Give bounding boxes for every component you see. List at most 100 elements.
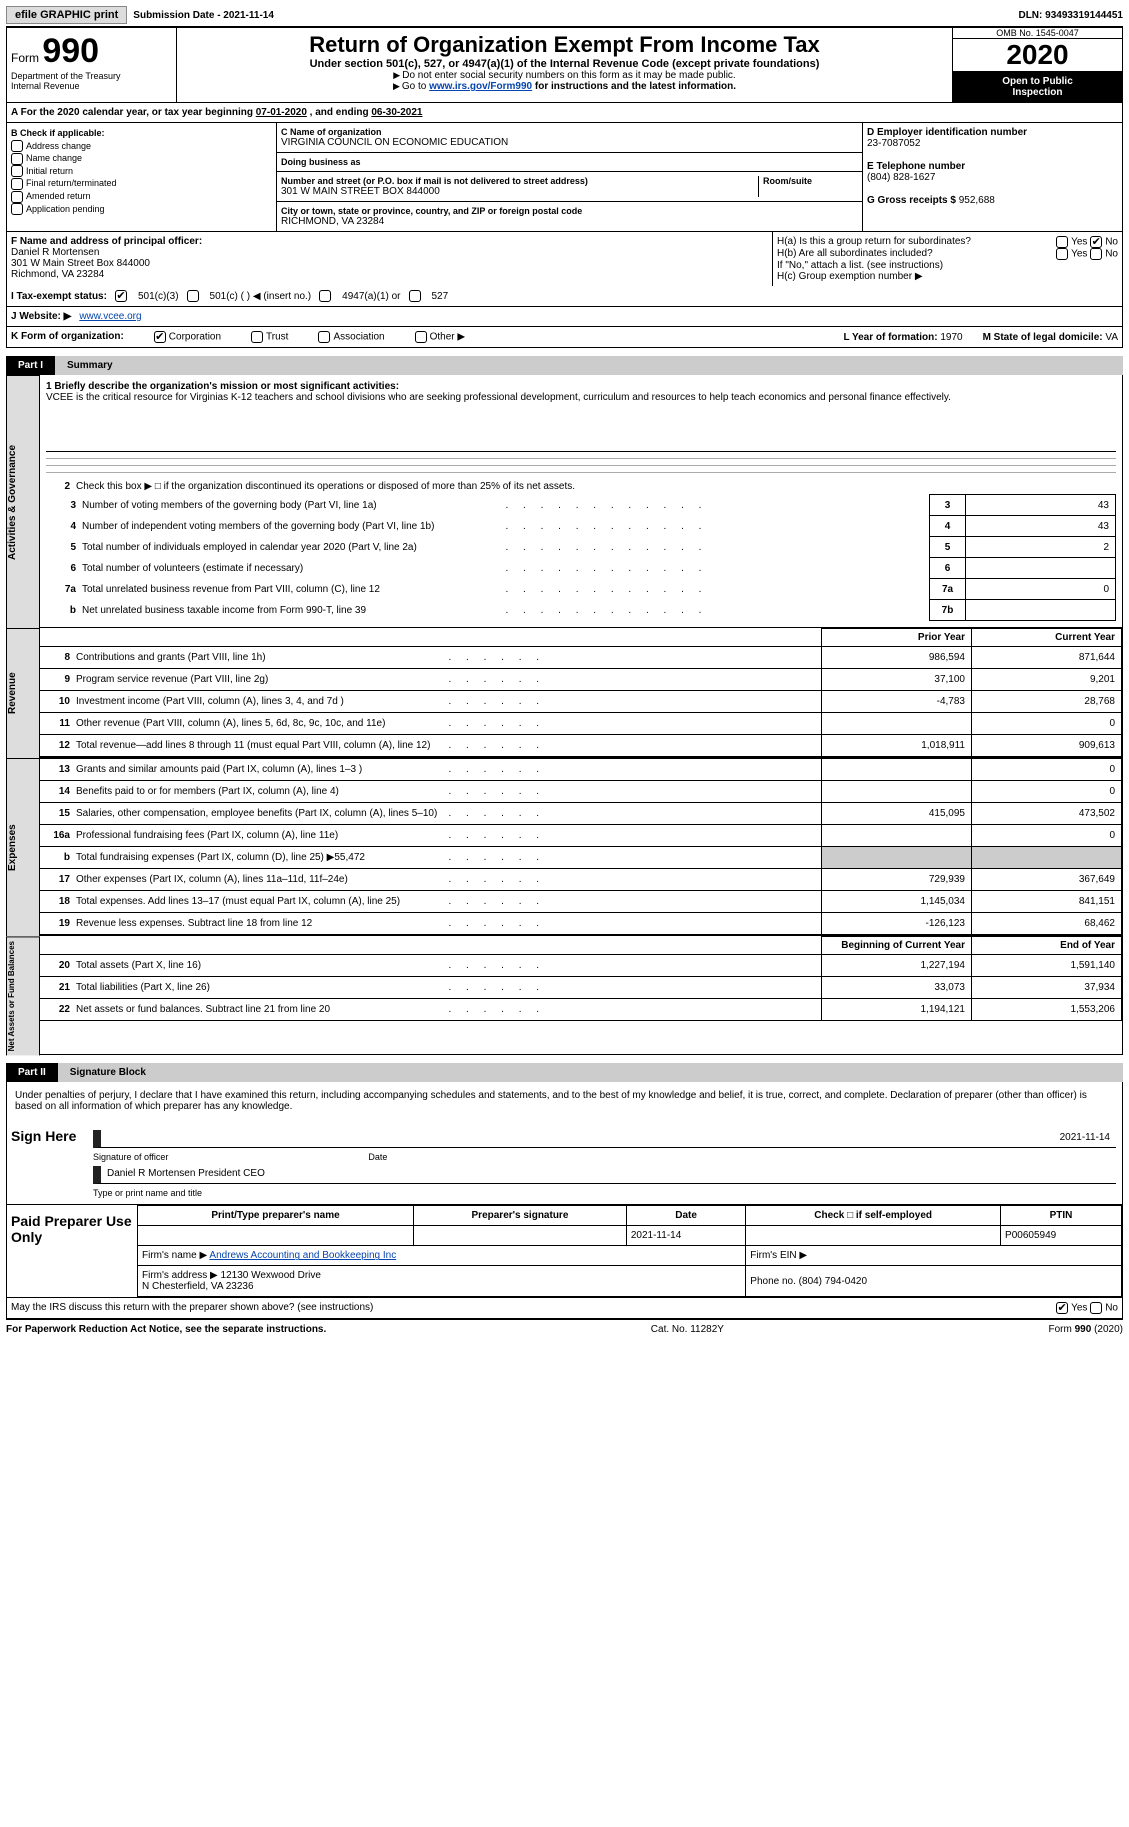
chk-other[interactable] [415, 331, 427, 343]
part1-title: Summary [55, 356, 1123, 375]
lbl-initial-return: Initial return [26, 166, 73, 176]
l-val: 1970 [940, 332, 962, 343]
discuss-no[interactable] [1090, 1302, 1102, 1314]
chk-corp[interactable] [154, 331, 166, 343]
sec-expenses: Expenses [6, 758, 40, 936]
lbl-trust: Trust [266, 332, 288, 343]
sec-revenue: Revenue [6, 628, 40, 758]
officer-print-lbl: Type or print name and title [93, 1188, 1116, 1198]
gross-receipts: 952,688 [959, 195, 995, 206]
hb-note: If "No," attach a list. (see instruction… [777, 260, 1118, 271]
j-label: J Website: ▶ [11, 311, 71, 322]
gov-row: 4Number of independent voting members of… [46, 516, 1116, 537]
pra-notice: For Paperwork Reduction Act Notice, see … [6, 1324, 326, 1335]
fin-row: 21Total liabilities (Part X, line 26). .… [40, 977, 1122, 999]
fin-row: 13Grants and similar amounts paid (Part … [40, 759, 1122, 781]
q1-label: 1 Briefly describe the organization's mi… [46, 381, 1116, 392]
prep-v3 [746, 1226, 1001, 1246]
ein: 23-7087052 [867, 138, 1118, 149]
firm-addr2: N Chesterfield, VA 23236 [142, 1281, 254, 1292]
period-begin: 07-01-2020 [256, 107, 307, 118]
fin-row: 9Program service revenue (Part VIII, lin… [40, 669, 1122, 691]
firm-addr-lbl: Firm's address ▶ [142, 1270, 218, 1281]
gov-row: 6Total number of volunteers (estimate if… [46, 558, 1116, 579]
addr-label: Number and street (or P.O. box if mail i… [281, 176, 758, 186]
chk-assoc[interactable] [318, 331, 330, 343]
d-label: D Employer identification number [867, 127, 1118, 138]
lbl-amended: Amended return [26, 191, 91, 201]
fin-row: 8Contributions and grants (Part VIII, li… [40, 647, 1122, 669]
fin-row: 22Net assets or fund balances. Subtract … [40, 999, 1122, 1021]
open-public-1: Open to Public [957, 76, 1118, 87]
hb-yes[interactable] [1056, 248, 1068, 260]
chk-initial-return[interactable] [11, 165, 23, 177]
prep-h2: Date [626, 1206, 745, 1226]
ha-label: H(a) Is this a group return for subordin… [777, 236, 971, 248]
sec-governance: Activities & Governance [6, 375, 40, 628]
fin-row: 20Total assets (Part X, line 16). . . . … [40, 955, 1122, 977]
chk-final-return[interactable] [11, 178, 23, 190]
lbl-app-pending: Application pending [26, 204, 105, 214]
form-number: 990 [42, 32, 99, 70]
prep-h3: Check □ if self-employed [746, 1206, 1001, 1226]
firm-name[interactable]: Andrews Accounting and Bookkeeping Inc [209, 1250, 396, 1261]
prep-v2: 2021-11-14 [626, 1226, 745, 1246]
lbl-address-change: Address change [26, 141, 91, 151]
prep-v0 [138, 1226, 414, 1246]
cat-no: Cat. No. 11282Y [651, 1324, 724, 1335]
officer-addr2: Richmond, VA 23284 [11, 269, 768, 280]
form-title: Return of Organization Exempt From Incom… [181, 32, 948, 58]
lbl-other: Other ▶ [430, 332, 465, 343]
discuss-no-lbl: No [1105, 1303, 1118, 1314]
k-label: K Form of organization: [11, 331, 124, 343]
ha-no[interactable] [1090, 236, 1102, 248]
chk-address-change[interactable] [11, 140, 23, 152]
ha-yes[interactable] [1056, 236, 1068, 248]
omb-number: OMB No. 1545-0047 [953, 28, 1122, 39]
fin-row: 11Other revenue (Part VIII, column (A), … [40, 713, 1122, 735]
website-link[interactable]: www.vcee.org [79, 311, 141, 322]
chk-amended[interactable] [11, 191, 23, 203]
period-end: 06-30-2021 [371, 107, 422, 118]
lbl-final-return: Final return/terminated [26, 178, 117, 188]
form990-link[interactable]: www.irs.gov/Form990 [429, 81, 532, 92]
sig-date: 2021-11-14 [1060, 1132, 1110, 1145]
m-val: VA [1105, 332, 1118, 343]
form-header: Form 990 Department of the Treasury Inte… [6, 27, 1123, 103]
submission-date: Submission Date - 2021-11-14 [133, 10, 274, 21]
fin-row: 14Benefits paid to or for members (Part … [40, 781, 1122, 803]
officer-printed: Daniel R Mortensen President CEO [107, 1168, 265, 1181]
chk-name-change[interactable] [11, 153, 23, 165]
dept-line1: Department of the Treasury [11, 71, 172, 81]
hb-no[interactable] [1090, 248, 1102, 260]
efile-print-button[interactable]: efile GRAPHIC print [6, 6, 127, 24]
gov-row: 7aTotal unrelated business revenue from … [46, 579, 1116, 600]
chk-501c[interactable] [187, 290, 199, 302]
lbl-501c3: 501(c)(3) [138, 291, 179, 302]
firm-ein-lbl: Firm's EIN ▶ [750, 1250, 807, 1261]
fin-row: 15Salaries, other compensation, employee… [40, 803, 1122, 825]
lbl-4947: 4947(a)(1) or [342, 291, 400, 302]
discuss-yes-lbl: Yes [1071, 1303, 1087, 1314]
room-label: Room/suite [763, 176, 858, 186]
sign-here: Sign Here [7, 1120, 87, 1204]
discuss-yes[interactable] [1056, 1302, 1068, 1314]
instr-goto-a: Go to [393, 81, 429, 92]
fin-row: 10Investment income (Part VIII, column (… [40, 691, 1122, 713]
discuss-q: May the IRS discuss this return with the… [11, 1302, 373, 1314]
part1-tag: Part I [6, 356, 55, 375]
fin-row: bTotal fundraising expenses (Part IX, co… [40, 847, 1122, 869]
chk-app-pending[interactable] [11, 203, 23, 215]
prep-h0: Print/Type preparer's name [138, 1206, 414, 1226]
chk-trust[interactable] [251, 331, 263, 343]
firm-addr1: 12130 Wexwood Drive [221, 1270, 321, 1281]
form-word: Form [11, 51, 39, 65]
firm-phone: (804) 794-0420 [799, 1276, 867, 1287]
chk-527[interactable] [409, 290, 421, 302]
chk-4947[interactable] [319, 290, 331, 302]
top-bar: efile GRAPHIC print Submission Date - 20… [6, 6, 1123, 27]
dln: DLN: 93493319144451 [1018, 10, 1123, 21]
chk-501c3[interactable] [115, 290, 127, 302]
city-value: RICHMOND, VA 23284 [281, 216, 858, 227]
m-label: M State of legal domicile: [983, 332, 1103, 343]
